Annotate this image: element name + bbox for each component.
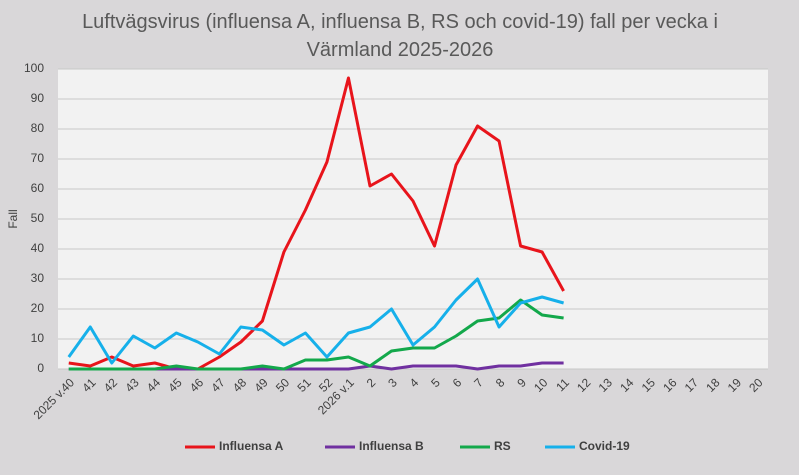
x-tick-label: 18 — [703, 375, 723, 395]
series-line — [67, 277, 565, 365]
x-tick-label: 20 — [746, 375, 766, 395]
x-tick-label: 3 — [385, 375, 400, 390]
x-tick-label: 44 — [144, 375, 164, 395]
legend-label: RS — [494, 439, 511, 453]
legend-label: Covid-19 — [579, 439, 630, 453]
y-tick-label: 100 — [24, 61, 44, 75]
y-tick-label: 30 — [31, 271, 45, 285]
x-tick-label: 45 — [165, 375, 185, 395]
x-tick-label: 7 — [471, 375, 486, 390]
y-tick-label: 10 — [31, 331, 45, 345]
x-tick-label: 6 — [450, 375, 465, 390]
x-tick-label: 42 — [101, 375, 121, 395]
x-tick-label: 2 — [364, 375, 379, 390]
x-tick-label: 2025 v.40 — [31, 375, 78, 422]
x-tick-label: 41 — [79, 375, 99, 395]
y-tick-label: 0 — [37, 361, 44, 375]
x-tick-label: 13 — [596, 375, 616, 395]
y-tick-label: 70 — [31, 151, 45, 165]
x-tick-label: 17 — [682, 375, 702, 395]
y-axis-label: Fall — [6, 209, 20, 228]
x-tick-label: 48 — [230, 375, 250, 395]
legend-label: Influensa B — [359, 439, 424, 453]
x-tick-label: 14 — [617, 375, 637, 395]
y-tick-label: 60 — [31, 181, 45, 195]
y-tick-label: 90 — [31, 91, 45, 105]
x-tick-label: 51 — [294, 375, 314, 395]
y-tick-label: 20 — [31, 301, 45, 315]
x-tick-label: 47 — [208, 375, 228, 395]
series-line — [68, 76, 565, 371]
y-tick-label: 40 — [31, 241, 45, 255]
chart-title: Luftvägsvirus (influensa A, influensa B,… — [82, 11, 718, 61]
series-line — [68, 298, 564, 371]
x-tick-label: 50 — [273, 375, 293, 395]
legend-label: Influensa A — [219, 439, 284, 453]
x-tick-label: 5 — [428, 375, 443, 390]
x-tick-label: 9 — [514, 375, 529, 390]
x-tick-label: 11 — [553, 375, 572, 394]
x-tick-label: 12 — [574, 375, 594, 395]
y-tick-label: 50 — [31, 211, 45, 225]
x-tick-label: 8 — [493, 375, 508, 390]
y-tick-label: 80 — [31, 121, 45, 135]
x-tick-label: 16 — [660, 375, 680, 395]
x-tick-label: 10 — [531, 375, 551, 395]
x-tick-label: 49 — [251, 375, 271, 395]
x-tick-label: 15 — [639, 375, 659, 395]
x-tick-label: 4 — [407, 375, 422, 390]
x-tick-label: 46 — [187, 375, 207, 395]
x-tick-label: 19 — [725, 375, 745, 395]
x-tick-label: 43 — [122, 375, 142, 395]
